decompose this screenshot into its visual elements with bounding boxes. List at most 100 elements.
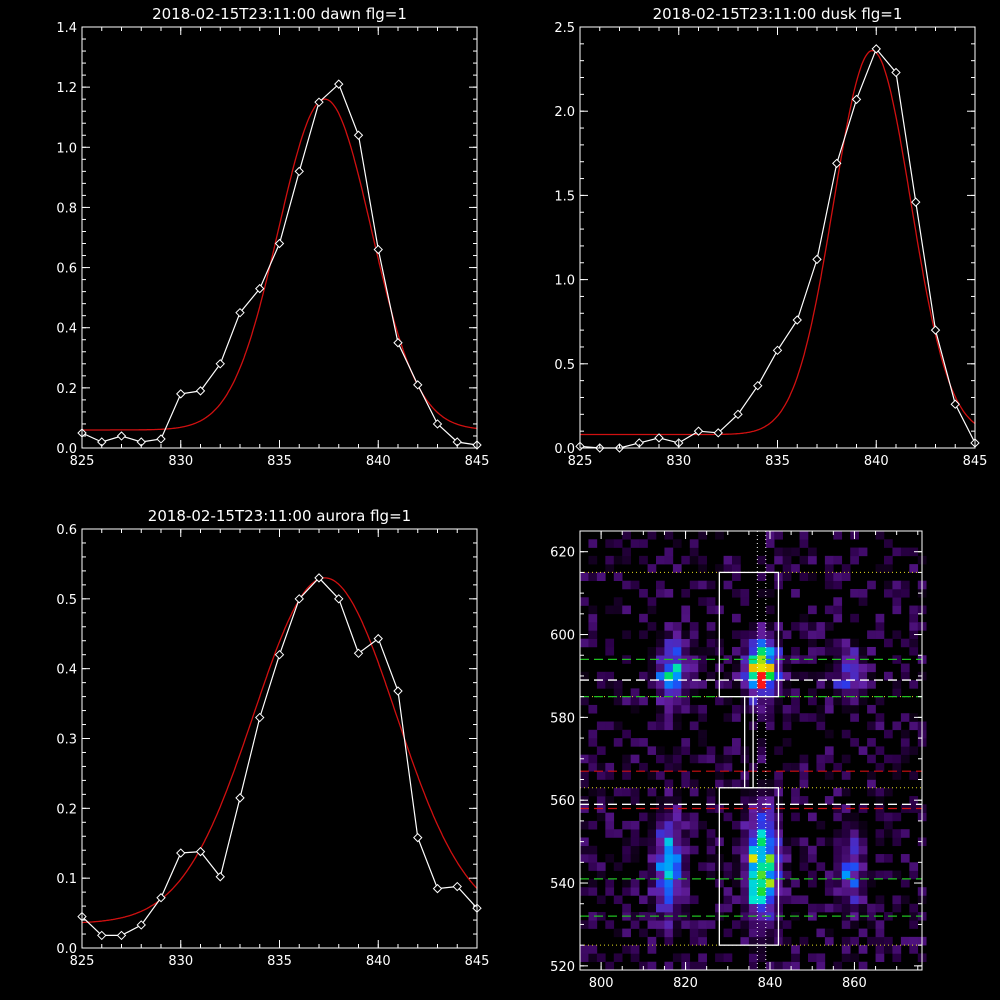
heatmap-cell <box>715 771 724 780</box>
heatmap-cell <box>706 746 716 755</box>
heatmap-cell <box>672 655 682 664</box>
heatmap-cell <box>892 547 902 557</box>
heatmap-cell <box>596 787 606 797</box>
heatmap-cell <box>841 945 851 954</box>
data-point-marker <box>871 44 881 54</box>
heatmap-cell <box>892 903 902 913</box>
heatmap-cell <box>664 820 674 830</box>
heatmap-cell <box>605 854 615 863</box>
heatmap-cell <box>740 588 750 598</box>
heatmap-cell <box>909 870 919 880</box>
heatmap-cell <box>858 547 868 557</box>
heatmap-cell <box>630 953 640 963</box>
heatmap-cell <box>647 721 657 731</box>
heatmap-cell <box>689 704 699 714</box>
heatmap-cell <box>900 638 910 648</box>
heatmap-cell <box>850 588 859 598</box>
heatmap-cell <box>672 820 682 830</box>
heatmap-cell <box>765 605 775 615</box>
data-point-marker <box>334 79 344 89</box>
heatmap-cell <box>672 953 682 963</box>
heatmap-cell <box>706 870 716 880</box>
heatmap-cell <box>706 754 716 764</box>
heatmap-cell <box>656 680 665 689</box>
heatmap-cell <box>850 903 859 913</box>
heatmap-cell <box>850 936 859 946</box>
heatmap-cell <box>757 862 767 871</box>
heatmap-cell <box>757 713 767 722</box>
heatmap-cell <box>757 638 767 648</box>
heatmap-cell <box>672 829 682 838</box>
heatmap-cell <box>681 646 691 656</box>
heatmap-cell <box>757 804 767 813</box>
heatmap-cell <box>816 903 826 913</box>
heatmap-cell <box>732 713 741 722</box>
heatmap-cell <box>765 588 775 598</box>
heatmap-cell <box>765 812 775 822</box>
heatmap-cell <box>732 837 741 847</box>
data-point-marker <box>195 386 206 396</box>
heatmap-cell <box>689 920 699 929</box>
heatmap-cell <box>732 671 741 681</box>
heatmap-cell <box>689 754 699 764</box>
heatmap-cell <box>656 829 665 838</box>
heatmap-cell <box>765 671 775 681</box>
heatmap-cell <box>698 531 707 540</box>
heatmap-cell <box>605 961 615 971</box>
heatmap-cell <box>630 845 640 855</box>
data-point-marker <box>693 426 704 436</box>
x-tick-label: 830 <box>168 954 193 969</box>
heatmap-cell <box>706 605 716 615</box>
heatmap-cell <box>732 746 741 755</box>
heatmap-cell <box>732 920 741 929</box>
heatmap-cell <box>875 903 885 913</box>
heatmap-cell <box>588 738 598 747</box>
heatmap-cell <box>681 605 691 615</box>
y-tick-label: 0.5 <box>56 593 77 608</box>
heatmap-cell <box>884 820 893 830</box>
heatmap-cell <box>588 638 598 648</box>
x-tick-label: 840 <box>758 976 783 991</box>
heatmap-cell <box>748 663 758 673</box>
heatmap-cell <box>664 961 674 971</box>
heatmap-cell <box>698 754 707 764</box>
heatmap-cell <box>782 920 792 929</box>
heatmap-cell <box>672 787 682 797</box>
heatmap-cell <box>824 580 834 590</box>
heatmap-cell <box>808 671 817 681</box>
heatmap-cell <box>740 920 750 929</box>
heatmap-cell <box>757 622 767 631</box>
heatmap-cell <box>824 605 834 615</box>
heatmap-cell <box>799 895 809 905</box>
heatmap-cell <box>858 895 868 905</box>
heatmap-cell <box>588 862 598 871</box>
x-tick-label: 835 <box>765 454 790 469</box>
heatmap-cell <box>664 663 674 673</box>
heatmap-cell <box>782 854 792 863</box>
x-tick-label: 835 <box>267 954 292 969</box>
heatmap-cell <box>656 845 665 855</box>
heatmap-cell <box>580 953 589 963</box>
heatmap-cell <box>884 555 893 565</box>
heatmap-cell <box>715 754 724 764</box>
data-point-marker <box>432 883 443 894</box>
heatmap-cell <box>588 787 598 797</box>
heatmap-cell <box>740 688 750 697</box>
heatmap-cell <box>588 704 598 714</box>
heatmap-cell <box>900 547 910 557</box>
heatmap-cell <box>588 754 598 764</box>
heatmap-cell <box>656 746 665 755</box>
heatmap-cell <box>681 829 691 838</box>
heatmap-cell <box>689 630 699 639</box>
heatmap-cell <box>757 754 767 764</box>
heatmap-cell <box>850 870 859 880</box>
heatmap-cell <box>596 796 606 805</box>
heatmap-cell <box>748 878 758 888</box>
heatmap-cell <box>850 845 859 855</box>
heatmap-cell <box>664 903 674 913</box>
heatmap-cell <box>672 812 682 822</box>
y-tick-label: 0.5 <box>554 358 575 373</box>
panel-dusk: 2018-02-15T23:11:00 dusk flg=1 825 830 835 8… <box>554 5 987 469</box>
y-tick-label: 520 <box>550 960 575 975</box>
heatmap-cell <box>622 837 631 847</box>
